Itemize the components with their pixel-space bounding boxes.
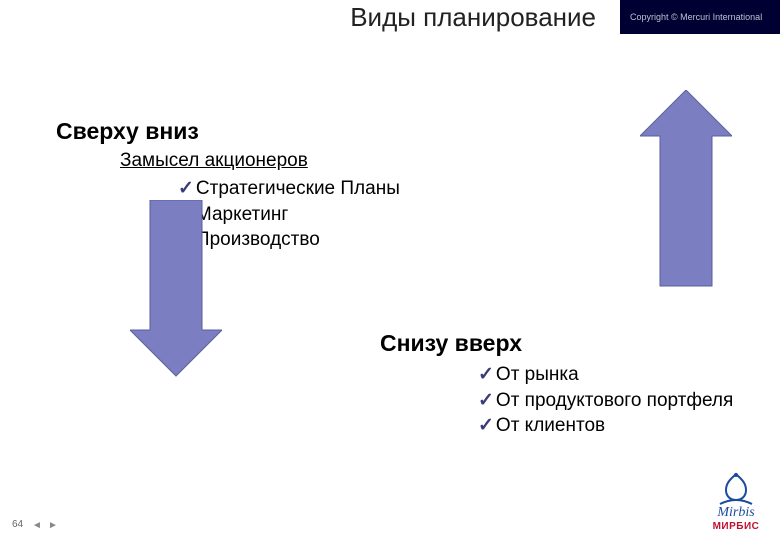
- bullet-item: Стратегические Планы: [178, 176, 400, 202]
- logo-script-text: Mirbis: [710, 505, 762, 521]
- slide: Виды планирование Copyright © Mercuri In…: [0, 0, 780, 540]
- section2-bullets: От рынка От продуктового портфеля От кли…: [478, 362, 733, 439]
- page-number: 64: [12, 519, 23, 530]
- titlebar-left-spacer: [0, 0, 110, 34]
- bullet-item: От рынка: [478, 362, 733, 388]
- bullet-item: От продуктового портфеля: [478, 388, 733, 414]
- titlebar: Виды планирование Copyright © Mercuri In…: [0, 0, 780, 34]
- section1-subheading: Замысел акционеров: [120, 150, 308, 172]
- section2-heading: Снизу вверх: [380, 330, 522, 357]
- nav-next-icon[interactable]: ►: [48, 520, 58, 531]
- arrow-up-icon: [640, 90, 732, 290]
- arrow-down-icon: [130, 200, 222, 380]
- slide-title: Виды планирование: [350, 2, 596, 33]
- arrow-down-shape: [130, 200, 222, 376]
- titlebar-copyright-area: Copyright © Mercuri International: [620, 0, 780, 34]
- copyright-text: Copyright © Mercuri International: [630, 12, 762, 22]
- section1-heading: Сверху вниз: [56, 118, 199, 145]
- logo-bottom-text: МИРБИС: [710, 521, 762, 532]
- titlebar-title-area: Виды планирование: [110, 0, 620, 34]
- logo-dome-icon: [710, 472, 762, 506]
- nav-prev-icon[interactable]: ◄: [32, 520, 42, 531]
- arrow-up-shape: [640, 90, 732, 286]
- mirbis-logo: Mirbis МИРБИС: [710, 472, 762, 532]
- bullet-item: От клиентов: [478, 413, 733, 439]
